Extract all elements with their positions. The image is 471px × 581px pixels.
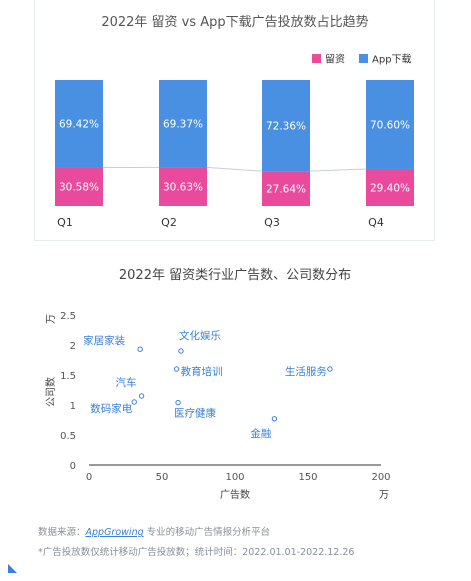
chart1-frame xyxy=(34,0,435,241)
connector-line xyxy=(309,168,367,172)
corner-mark xyxy=(8,564,17,573)
label-app-Q1: 69.42% xyxy=(59,119,99,131)
x-tick-label: 50 xyxy=(156,472,169,483)
source-line: 数据来源：AppGrowing 专业的移动广告情报分析平台 xyxy=(38,524,270,538)
connector-line xyxy=(206,166,263,172)
bar-leads-Q1 xyxy=(55,167,103,206)
x-tick-Q1: Q1 xyxy=(57,216,73,229)
y-tick-label: 0 xyxy=(70,461,76,472)
source-brand-link[interactable]: AppGrowing xyxy=(85,527,144,538)
source-prefix: 数据来源： xyxy=(38,527,86,538)
chart1-x-ticks: Q1 Q2 Q3 Q4 xyxy=(57,216,384,229)
point-label-5: 医疗健康 xyxy=(174,407,216,420)
point-4 xyxy=(131,399,137,405)
bar-app-Q2 xyxy=(159,80,207,168)
label-leads-Q1: 30.58% xyxy=(59,182,99,194)
bar-app-Q1 xyxy=(55,80,103,168)
point-1 xyxy=(178,348,184,354)
legend-swatch-0 xyxy=(312,54,321,63)
label-app-Q3: 72.36% xyxy=(266,121,306,133)
bar-leads-Q2 xyxy=(159,167,207,206)
point-3 xyxy=(138,393,145,399)
legend-swatch-1 xyxy=(359,54,368,63)
chart1-legend: 留资 App下载 xyxy=(312,53,412,66)
point-label-2: 教育培训 xyxy=(181,365,223,378)
y-tick-label: 1.5 xyxy=(60,371,76,382)
legend-label-1: App下载 xyxy=(372,54,412,66)
x-tick-Q3: Q3 xyxy=(264,216,280,229)
point-label-3: 汽车 xyxy=(116,376,137,389)
bar-app-Q3 xyxy=(262,80,310,172)
x-tick-label: 100 xyxy=(225,472,244,483)
x-tick-label: 200 xyxy=(371,472,390,483)
point-5 xyxy=(175,399,181,406)
label-leads-Q4: 29.40% xyxy=(370,182,410,194)
y-tick-label: 2 xyxy=(70,341,76,352)
chart1-bars: 69.42% 30.58% 69.37% 30.63% 72.36% 27.64% 70.6… xyxy=(55,80,414,206)
bar-app-Q4 xyxy=(366,80,414,169)
x-axis-label: 广告数 xyxy=(220,488,250,501)
point-label-6: 生活服务 xyxy=(285,365,327,378)
point-2 xyxy=(173,366,180,372)
x-tick-label: 0 xyxy=(86,472,92,483)
bar-leads-Q4 xyxy=(366,168,414,206)
scatter-chart: 2022年 留资类行业广告数、公司数分布 0 50 100 150 200 0 0.5 1 1.… xyxy=(44,268,391,501)
chart2-title: 2022年 留资类行业广告数、公司数分布 xyxy=(119,268,351,283)
point-label-0: 家居家装 xyxy=(83,334,125,347)
legend-label-0: 留资 xyxy=(325,53,345,66)
x-tick-label: 150 xyxy=(298,472,317,483)
point-label-1: 文化娱乐 xyxy=(179,329,221,342)
label-leads-Q3: 27.64% xyxy=(266,184,306,196)
note-line: *广告投放数仅统计移动广告投放数；统计时间：2022.01.01-2022.12… xyxy=(38,547,355,558)
y-tick-label: 0.5 xyxy=(60,431,76,442)
label-app-Q4: 70.60% xyxy=(370,119,410,131)
point-7 xyxy=(271,416,278,422)
label-app-Q2: 69.37% xyxy=(163,119,203,131)
point-6 xyxy=(327,366,333,372)
point-label-7: 金融 xyxy=(250,427,271,440)
chart1-title: 2022年 留资 vs App下载广告投放数占比趋势 xyxy=(101,14,368,30)
x-unit-label: 万 xyxy=(379,490,389,501)
label-leads-Q2: 30.63% xyxy=(163,182,203,194)
point-label-4: 数码家电 xyxy=(90,402,132,415)
stacked-bar-chart: 2022年 留资 vs App下载广告投放数占比趋势 留资 App下载 69.42… xyxy=(55,14,414,229)
x-tick-Q2: Q2 xyxy=(161,216,177,229)
y-unit-label: 万 xyxy=(46,314,57,324)
point-0 xyxy=(137,346,143,352)
x-tick-Q4: Q4 xyxy=(368,216,384,229)
y-tick-label: 2.5 xyxy=(60,311,76,322)
y-axis-label: 公司数 xyxy=(44,377,57,407)
bar-leads-Q3 xyxy=(262,171,310,206)
source-suffix: 专业的移动广告情报分析平台 xyxy=(143,527,271,538)
y-tick-label: 1 xyxy=(70,401,76,412)
